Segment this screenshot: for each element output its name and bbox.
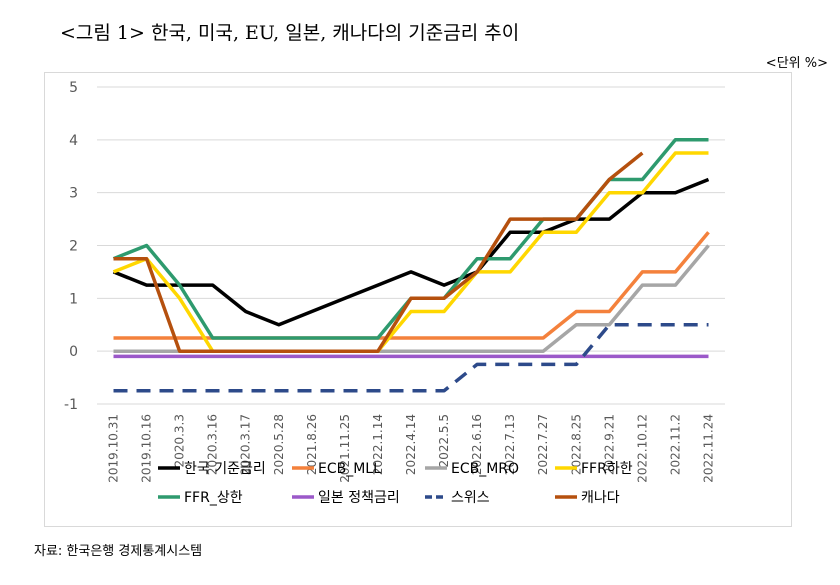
y-tick-label: 2 <box>69 239 78 255</box>
legend-label: 한국 기준금리 <box>184 461 266 477</box>
source-note: 자료: 한국은행 경제통계시스템 <box>34 544 203 559</box>
x-tick-label: 2020.3.3 <box>173 414 187 467</box>
x-tick-label: 2022.6.16 <box>470 414 484 475</box>
x-tick-label: 2022.11.24 <box>701 414 715 483</box>
legend-label: ECB_MRO <box>451 461 519 477</box>
x-tick-label: 2020.3.17 <box>239 414 253 475</box>
legend: 한국 기준금리 ECB_MLL ECB_MRO FFR하한 FFR_상한 일본 정책금리 스… <box>158 461 633 506</box>
figure-title: <그림 1> 한국, 미국, EU, 일본, 캐나다의 기준금리 추이 <box>60 22 520 44</box>
x-tick-label: 2019.10.16 <box>140 414 154 483</box>
x-tick-label: 2022.7.27 <box>536 414 550 475</box>
legend-label: FFR_상한 <box>184 490 243 506</box>
x-tick-label: 2022.9.21 <box>602 414 616 475</box>
x-tick-label: 2022.4.14 <box>404 414 418 475</box>
series-line-6 <box>113 323 709 393</box>
legend-label: 캐나다 <box>581 490 620 506</box>
y-tick-label: 1 <box>69 291 78 307</box>
x-tick-label: 2022.8.25 <box>569 414 583 475</box>
series-line-0 <box>112 177 710 327</box>
x-tick-label: 2022.7.13 <box>503 414 517 475</box>
x-tick-label: 2022.10.12 <box>635 414 649 483</box>
y-tick-label: 0 <box>69 344 78 360</box>
y-axis-ticks: -1 0 1 2 3 4 5 <box>64 80 78 413</box>
y-tick-label: 5 <box>69 80 78 96</box>
x-tick-label: 2022.11.2 <box>668 414 682 475</box>
y-tick-label: -1 <box>64 397 78 413</box>
legend-label: 일본 정책금리 <box>318 490 400 506</box>
series-line-7 <box>113 151 644 353</box>
legend-label: 스위스 <box>451 490 490 506</box>
y-tick-label: 3 <box>69 186 78 202</box>
series-lines <box>112 138 710 393</box>
x-tick-label: 2021.11.25 <box>338 414 352 483</box>
x-tick-label: 2022.1.14 <box>371 414 385 475</box>
legend-label: ECB_MLL <box>318 461 381 477</box>
legend-label: FFR하한 <box>581 461 633 477</box>
x-tick-label: 2020.5.28 <box>272 414 286 475</box>
x-axis-ticks: 2019.10.31 2019.10.16 2020.3.3 2020.3.16 202… <box>107 414 716 483</box>
x-tick-label: 2020.3.16 <box>206 414 220 475</box>
chart-frame <box>44 72 792 527</box>
x-tick-label: 2019.10.31 <box>107 414 121 483</box>
x-tick-label: 2021.8.26 <box>305 414 319 475</box>
unit-label: <단위 %> <box>765 56 828 71</box>
x-tick-label: 2022.5.5 <box>437 414 451 467</box>
y-tick-label: 4 <box>69 133 78 149</box>
